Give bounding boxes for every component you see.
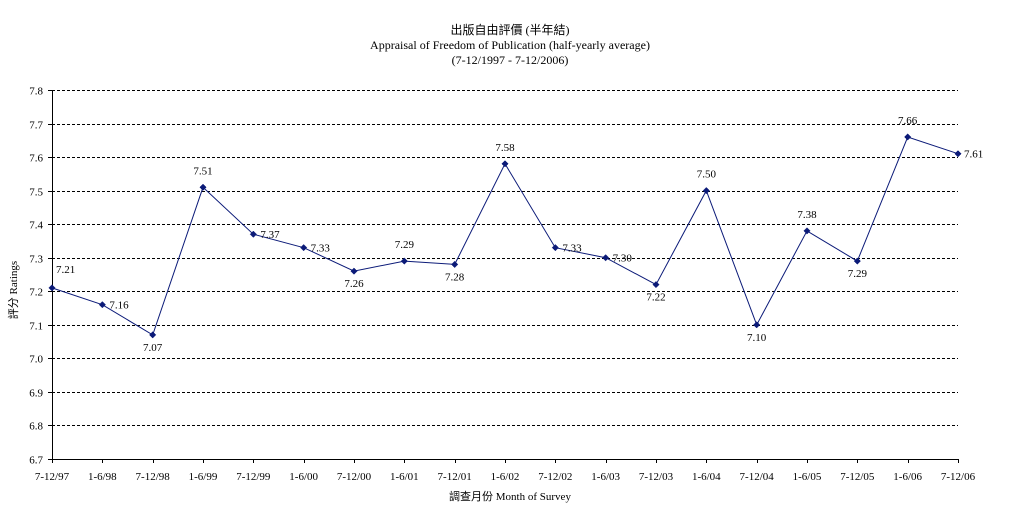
x-tick-label: 7-12/00 [337,471,372,483]
x-tick-label: 7-12/04 [740,471,775,483]
data-point [350,267,358,275]
chart-subtitle-range: (7-12/1997 - 7-12/2006) [452,53,569,67]
x-axis-title: 調查月份 Month of Survey [449,489,571,503]
data-label: 7.61 [964,149,983,161]
data-point [400,257,408,265]
data-label: 7.51 [193,165,212,177]
data-point [501,160,509,168]
data-point [300,244,308,252]
y-tick-label: 6.7 [29,455,43,467]
data-point [551,244,559,252]
data-point [753,321,761,329]
data-label: 7.58 [495,142,515,154]
data-point [602,254,610,262]
x-tick-label: 7-12/01 [438,471,472,483]
data-labels: 7.21 7.16 7.07 7.51 7.37 7.33 7.26 7.29 7.28 7.58… [56,115,983,354]
data-label: 7.50 [697,169,717,181]
x-tick-label: 7-12/03 [639,471,674,483]
x-tick-label: 7-12/99 [236,471,271,483]
x-tick-label: 7-12/98 [136,471,171,483]
series-ratings [48,133,962,339]
y-tick-label: 7.6 [29,153,43,165]
data-label: 7.33 [562,243,582,255]
x-tick-label: 1-6/05 [793,471,822,483]
x-tick-label: 7-12/05 [840,471,875,483]
x-tick-label: 1-6/06 [893,471,922,483]
y-tick-label: 6.9 [29,388,43,400]
data-point [199,183,207,191]
y-tick-label: 7.0 [29,354,43,366]
data-label: 7.29 [848,268,868,280]
data-label: 7.21 [56,264,75,276]
data-point [249,230,257,238]
data-label: 7.33 [311,243,331,255]
y-axis-title: 評分 Ratings [6,261,20,319]
data-point [853,257,861,265]
data-point [702,187,710,195]
data-point [48,284,56,292]
data-label: 7.37 [260,229,280,241]
x-tick-label: 1-6/99 [189,471,218,483]
data-label: 7.30 [613,253,633,265]
y-tick-label: 7.5 [29,187,43,199]
axes [48,90,959,463]
data-label: 7.10 [747,332,767,344]
data-point [451,260,459,268]
x-tick-label: 7-12/06 [941,471,976,483]
x-tick-label: 1-6/03 [591,471,620,483]
x-tick-label: 1-6/01 [390,471,419,483]
gridlines [52,90,958,426]
data-point [904,133,912,141]
data-point [954,150,962,158]
y-tick-labels: 6.7 6.8 6.9 7.0 7.1 7.2 7.3 7.4 7.5 7.6 7.7 7.8 [29,86,43,467]
y-tick-label: 7.8 [29,86,43,98]
data-label: 7.22 [646,292,665,304]
data-point [652,281,660,289]
y-tick-label: 7.4 [29,220,43,232]
y-tick-label: 7.3 [29,254,43,266]
data-point [149,331,157,339]
y-tick-label: 7.7 [29,120,43,132]
data-label: 7.28 [445,271,465,283]
x-tick-label: 1-6/04 [692,471,721,483]
data-point [803,227,811,235]
x-tick-label: 1-6/98 [88,471,117,483]
x-tick-label: 1-6/00 [289,471,318,483]
data-point [98,301,106,309]
data-label: 7.26 [344,278,364,290]
data-label: 7.38 [797,209,817,221]
chart-title-group: 出版自由評價 (半年結) Appraisal of Freedom of Pub… [370,22,650,67]
y-tick-label: 7.2 [29,287,43,299]
chart-title: 出版自由評價 (半年結) [451,22,570,37]
data-label: 7.29 [395,239,415,251]
x-tick-label: 1-6/02 [491,471,520,483]
y-tick-label: 7.1 [29,321,43,333]
x-tick-label: 7-12/97 [35,471,70,483]
data-label: 7.16 [109,300,129,312]
data-label: 7.66 [898,115,918,127]
x-tick-label: 7-12/02 [538,471,572,483]
data-label: 7.07 [143,342,163,354]
x-tick-labels: 7-12/97 1-6/98 7-12/98 1-6/99 7-12/99 1-6/00 7… [35,471,976,483]
y-tick-label: 6.8 [29,421,43,433]
chart-subtitle: Appraisal of Freedom of Publication (hal… [370,38,650,52]
